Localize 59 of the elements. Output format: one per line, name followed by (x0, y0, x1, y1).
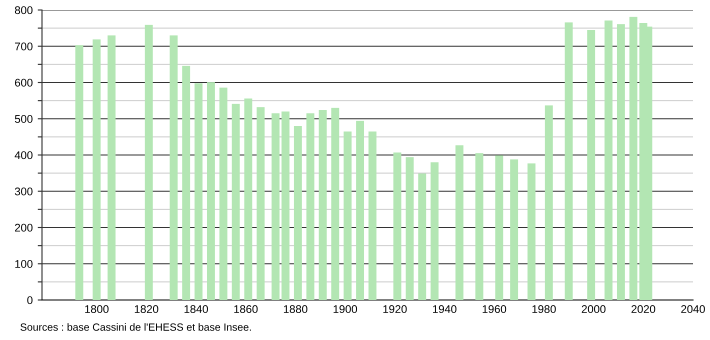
y-tick-label: 300 (14, 188, 33, 196)
bar (344, 131, 352, 300)
source-note: Sources : base Cassini de l'EHESS et base Insee. (20, 323, 251, 331)
bar (170, 35, 178, 300)
bar (616, 24, 625, 300)
bar (108, 35, 116, 300)
bar (564, 22, 573, 300)
bar (475, 153, 484, 300)
bar (256, 107, 265, 300)
bar (430, 162, 439, 300)
y-tick-label: 200 (14, 224, 33, 232)
bar (219, 88, 228, 300)
bar (418, 173, 426, 300)
y-tick-label: 600 (15, 78, 33, 87)
bar (495, 155, 504, 300)
bar (587, 30, 596, 300)
y-tick-label: 700 (15, 42, 33, 50)
bar (206, 82, 215, 300)
bar (294, 126, 302, 300)
bar (356, 120, 364, 300)
bar (318, 110, 327, 300)
bar (455, 145, 464, 300)
y-tick-label: 400 (14, 151, 33, 160)
x-tick-label: 1980 (532, 305, 556, 314)
x-tick-label: 1920 (383, 305, 407, 314)
y-tick-label: 500 (14, 115, 33, 123)
bar (244, 98, 252, 300)
bar (282, 112, 290, 300)
x-tick-label: 2020 (632, 305, 656, 314)
x-tick-label: 1880 (284, 305, 308, 314)
x-tick-label: 1860 (234, 305, 258, 314)
bar (406, 157, 414, 300)
bar (331, 108, 340, 300)
y-tick-label: 0 (27, 296, 33, 304)
bar (194, 83, 203, 300)
bar (393, 152, 402, 300)
bar (629, 16, 638, 300)
bar (272, 113, 280, 300)
x-tick-label: 1820 (134, 305, 158, 314)
y-tick-label: 800 (14, 6, 33, 14)
bar (92, 39, 101, 300)
x-tick-label: 1960 (482, 305, 506, 314)
bar (75, 45, 84, 300)
x-tick-label: 1940 (433, 305, 456, 314)
x-tick-label: 2000 (582, 305, 606, 314)
bar (144, 24, 153, 300)
bar (544, 105, 553, 300)
x-tick-label: 1840 (184, 305, 208, 314)
bar (232, 104, 240, 300)
bar (510, 159, 518, 300)
bar (368, 131, 376, 300)
bar (306, 113, 314, 300)
y-tick-label: 100 (15, 260, 33, 268)
bar (604, 20, 612, 300)
bar (182, 66, 190, 300)
x-tick-label: 2040 (681, 305, 705, 314)
x-tick-label: 1800 (85, 305, 109, 314)
x-tick-label: 1900 (334, 305, 358, 314)
bar (528, 163, 536, 300)
